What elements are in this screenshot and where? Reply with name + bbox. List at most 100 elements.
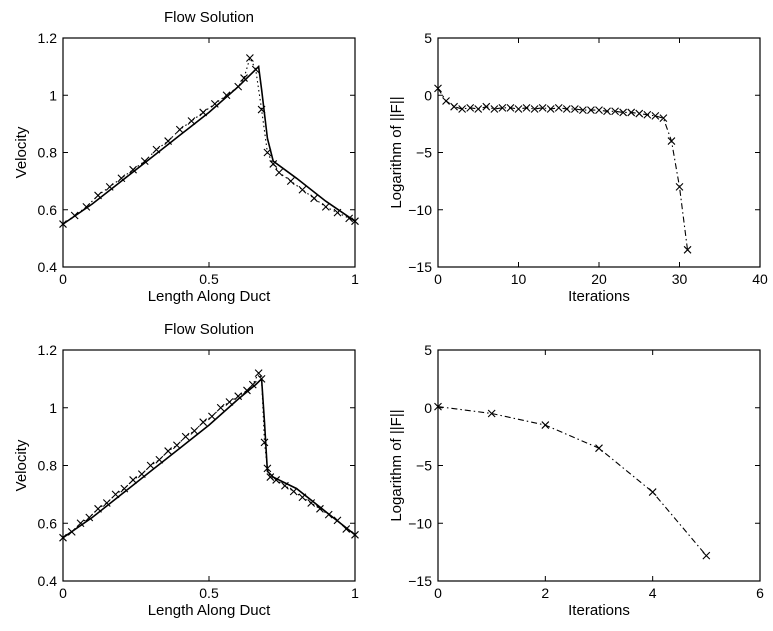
data-point: [155, 455, 164, 464]
x-axis-label: Iterations: [568, 288, 630, 305]
x-tick-label: 0: [59, 271, 67, 287]
data-point: [94, 191, 102, 200]
data-point: [603, 107, 611, 116]
data-point: [342, 525, 351, 533]
axes-frame: [437, 37, 761, 268]
x-tick-label: 30: [672, 271, 688, 287]
series-line: [437, 88, 689, 250]
data-point: [164, 447, 173, 455]
chart-title: Flow Solution: [164, 321, 254, 338]
x-tick-label: 0: [434, 585, 442, 601]
y-tick-label: 0.4: [38, 573, 58, 589]
data-point: [659, 114, 668, 123]
data-point: [266, 473, 275, 481]
y-tick-label: −15: [408, 573, 432, 589]
data-point: [216, 403, 225, 412]
y-tick-label: −10: [408, 515, 432, 531]
data-point: [85, 513, 94, 522]
series-line: [62, 377, 356, 539]
data-point: [240, 74, 248, 82]
data-point: [619, 108, 628, 117]
data-point: [59, 220, 67, 228]
x-tick-label: 40: [752, 271, 768, 287]
y-tick-label: −10: [408, 202, 432, 218]
data-point: [152, 145, 161, 154]
data-point: [263, 148, 272, 157]
data-point: [643, 110, 652, 119]
data-point: [105, 182, 114, 191]
data-point: [59, 533, 67, 542]
data-point: [506, 103, 515, 112]
x-tick-label: 1: [351, 585, 359, 601]
y-axis-label: Velocity: [13, 126, 30, 178]
data-point: [570, 105, 579, 113]
data-point: [667, 137, 676, 145]
data-point: [257, 105, 266, 114]
data-point: [234, 392, 243, 401]
y-tick-label: 0: [424, 400, 432, 416]
x-axis-label: Iterations: [568, 602, 630, 619]
x-tick-label: 6: [756, 585, 764, 601]
data-point: [175, 125, 184, 134]
y-tick-label: 5: [424, 342, 432, 358]
data-point: [611, 107, 619, 116]
data-point: [281, 481, 289, 490]
y-tick-label: 1: [49, 87, 57, 103]
bottom-left-chart: 0 0.5 1 0.4 0.6 0.8 1 1.2 Flow Solution Length Al…: [13, 321, 359, 619]
x-tick-label: 0: [434, 271, 442, 287]
data-point: [466, 103, 475, 112]
y-tick-label: 1.2: [38, 30, 58, 46]
data-point: [263, 464, 272, 473]
data-point: [82, 202, 91, 211]
x-tick-label: 4: [649, 585, 657, 601]
data-point: [117, 174, 126, 183]
x-axis-label: Length Along Duct: [148, 288, 271, 305]
data-point: [482, 102, 491, 111]
data-point: [225, 398, 234, 406]
top-left-chart: 0 0.5 1 0.4 0.6 0.8 1 1.2 Flow Solution Length Al…: [13, 9, 359, 305]
data-point: [514, 105, 523, 113]
data-point: [272, 476, 281, 484]
data-point: [210, 99, 219, 108]
data-point: [316, 504, 324, 513]
data-point: [187, 117, 196, 125]
data-point: [199, 418, 208, 427]
data-point: [137, 470, 146, 479]
x-tick-label: 0.5: [199, 585, 219, 601]
data-point: [541, 421, 550, 429]
data-point: [234, 82, 243, 91]
data-point: [648, 488, 657, 496]
data-point: [450, 102, 458, 111]
x-tick-label: 20: [591, 271, 607, 287]
data-point: [245, 54, 254, 62]
data-point: [351, 530, 359, 539]
data-point: [172, 441, 181, 450]
data-point: [275, 168, 283, 177]
y-tick-label: 5: [424, 30, 432, 46]
data-point: [257, 374, 266, 383]
y-axis-label: Logarithm of ||F||: [388, 409, 405, 521]
y-tick-label: 0: [424, 87, 432, 103]
data-point: [76, 519, 85, 528]
y-tick-label: −5: [416, 458, 432, 474]
data-point: [129, 165, 137, 174]
data-point: [111, 490, 120, 499]
data-point: [702, 551, 711, 560]
data-point: [286, 177, 295, 186]
data-point: [546, 105, 555, 113]
y-tick-label: 0.6: [38, 202, 58, 218]
data-point: [538, 103, 547, 112]
y-tick-label: 0.6: [38, 515, 58, 531]
x-tick-label: 0.5: [199, 271, 219, 287]
data-point: [208, 412, 216, 421]
y-tick-label: 0.8: [38, 458, 58, 474]
data-point: [333, 208, 342, 217]
x-tick-label: 10: [511, 271, 527, 287]
data-point: [70, 211, 79, 220]
data-point: [651, 111, 660, 120]
data-point: [190, 426, 199, 435]
y-axis-label: Velocity: [13, 439, 30, 491]
data-point: [248, 380, 257, 389]
bottom-right-chart: 0 2 4 6 −15 −10 −5 0 5 Iterations Logarithm of ||F…: [388, 342, 764, 619]
data-point: [434, 402, 442, 411]
